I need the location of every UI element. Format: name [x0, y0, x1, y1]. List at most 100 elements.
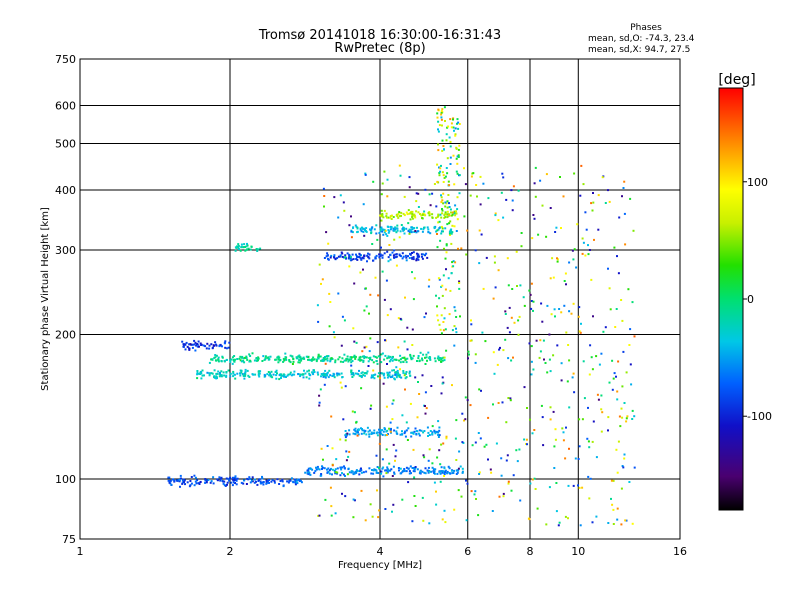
phase-stats-x-mode: mean, sd,X: 94.7, 27.5: [588, 45, 700, 56]
echo-point: [626, 415, 629, 418]
echo-point: [334, 361, 337, 364]
echo-point: [327, 376, 330, 379]
echo-point: [368, 435, 371, 438]
echo-point: [241, 373, 244, 375]
echo-point: [403, 356, 406, 359]
echo-point: [523, 304, 526, 307]
echo-point: [359, 227, 362, 230]
echo-point: [448, 202, 450, 205]
echo-point: [229, 360, 232, 363]
echo-point: [343, 359, 346, 362]
echo-point: [578, 306, 581, 309]
echo-point: [322, 187, 325, 190]
echo-point: [442, 202, 445, 205]
echo-point: [354, 427, 357, 430]
echo-point: [444, 120, 446, 122]
echo-point: [262, 481, 265, 484]
echo-point: [318, 514, 321, 517]
echo-point: [334, 468, 337, 471]
echo-point: [313, 471, 316, 474]
echo-point: [510, 359, 513, 362]
echo-point: [242, 482, 245, 485]
echo-point: [477, 514, 480, 517]
echo-point: [633, 335, 636, 338]
echo-point: [320, 447, 323, 450]
echo-point: [474, 353, 477, 356]
echo-point: [234, 475, 237, 478]
echo-point: [249, 248, 252, 251]
echo-point: [391, 251, 394, 254]
echo-point: [367, 256, 370, 259]
echo-point: [446, 216, 449, 219]
echo-point: [494, 286, 497, 289]
echo-point: [198, 345, 200, 348]
echo-point: [454, 134, 457, 137]
echo-point: [386, 429, 389, 432]
echo-point: [196, 373, 199, 376]
echo-point: [341, 357, 344, 360]
echo-point: [483, 445, 486, 448]
echo-point: [593, 238, 595, 241]
echo-point: [296, 478, 299, 481]
echo-point: [414, 376, 417, 379]
echo-point: [271, 376, 274, 379]
echo-point: [173, 479, 176, 482]
echo-point: [380, 361, 383, 364]
echo-point: [440, 285, 443, 288]
echo-point: [284, 352, 287, 355]
echo-point: [515, 250, 518, 253]
echo-point: [478, 388, 481, 391]
echo-point: [350, 372, 353, 374]
echo-point: [288, 360, 291, 363]
echo-point: [330, 415, 333, 418]
echo-point: [318, 468, 321, 471]
echo-point: [436, 357, 439, 360]
echo-point: [424, 412, 427, 415]
echo-point: [484, 340, 487, 343]
echo-point: [264, 358, 267, 361]
echo-point: [480, 233, 483, 236]
echo-point: [359, 355, 362, 358]
echo-point: [510, 316, 513, 319]
echo-point: [510, 489, 513, 492]
echo-point: [384, 434, 387, 437]
echo-point: [401, 356, 404, 359]
echo-point: [381, 458, 384, 461]
echo-point: [327, 257, 329, 260]
echo-point: [441, 212, 443, 215]
echo-point: [516, 460, 519, 463]
echo-point: [543, 358, 545, 361]
echo-point: [314, 470, 317, 473]
echo-point: [373, 468, 376, 471]
echo-point: [286, 480, 289, 483]
echo-point: [362, 360, 365, 363]
echo-point: [506, 326, 509, 329]
echo-point: [465, 253, 468, 256]
echo-point: [345, 450, 348, 453]
echo-point: [471, 444, 474, 447]
echo-point: [391, 359, 394, 362]
echo-point: [213, 344, 215, 347]
echo-point: [169, 479, 172, 482]
echo-point: [531, 478, 534, 481]
echo-point: [563, 304, 566, 307]
echo-point: [392, 216, 395, 218]
chart-title: Tromsø 20141018 16:30:00-16:31:43: [258, 28, 502, 43]
echo-point: [422, 519, 425, 522]
echo-point: [261, 477, 264, 480]
echo-point: [421, 374, 424, 377]
echo-point: [474, 490, 477, 493]
echo-point: [530, 307, 533, 310]
echo-point: [616, 390, 619, 393]
echo-point: [365, 305, 368, 308]
echo-point: [551, 257, 554, 260]
echo-point: [509, 399, 512, 402]
echo-point: [409, 353, 412, 356]
echo-point: [611, 503, 614, 506]
echo-point: [339, 360, 342, 363]
echo-point: [413, 213, 416, 216]
echo-point: [217, 359, 220, 361]
echo-point: [380, 472, 383, 475]
echo-point: [439, 239, 442, 242]
echo-point: [531, 237, 534, 240]
